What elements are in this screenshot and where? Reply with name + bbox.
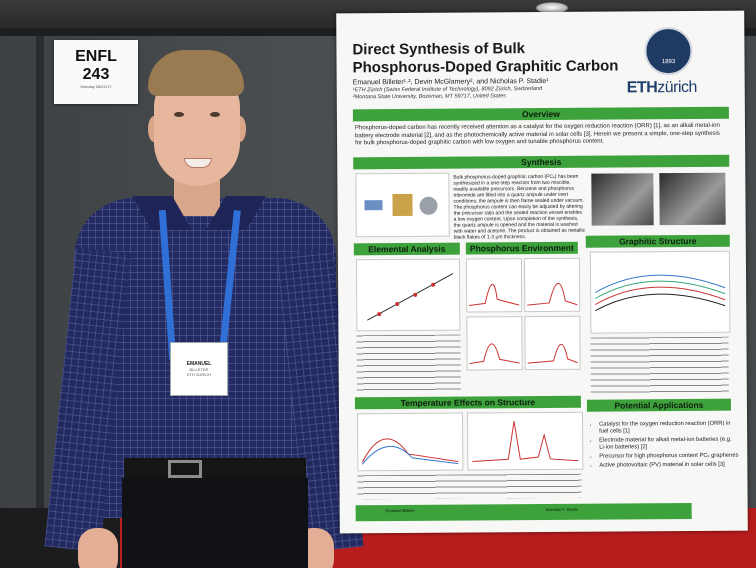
xps-plot-2: [523, 257, 581, 313]
pants: [122, 478, 308, 568]
poster-title: Direct Synthesis of Bulk Phosphorus-Dope…: [352, 40, 619, 77]
applications-list: Catalyst for the oxygen reduction reacti…: [591, 421, 739, 472]
ampule: [364, 200, 383, 211]
section-graphitic: Graphitic Structure: [585, 234, 730, 248]
xps-plot-1: [465, 258, 523, 313]
badge-surname: BILLETER: [189, 367, 209, 372]
data-point: [395, 302, 400, 307]
xps-plot-3-drawing: [469, 343, 520, 365]
logo-zurich: zürich: [657, 78, 697, 97]
application-item: Catalyst for the oxygen reduction reacti…: [599, 421, 739, 436]
temperature-plot-1: [356, 412, 464, 472]
research-poster: Direct Synthesis of Bulk Phosphorus-Dope…: [336, 10, 748, 534]
product-icon: [419, 196, 438, 215]
logo-eth: ETH: [626, 79, 658, 97]
application-item: Active photovoltaic (PV) material in sol…: [599, 462, 739, 470]
furnace: [392, 193, 413, 217]
synthesis-text: Bulk phosphorus-doped graphitic carbon (…: [453, 173, 586, 241]
section-synthesis: Synthesis: [353, 154, 730, 170]
xps-plot-4-drawing: [527, 343, 578, 364]
left-hand: [78, 528, 118, 568]
temperature-text: [357, 473, 582, 500]
data-point: [431, 282, 436, 287]
elemental-plot: [355, 258, 461, 332]
poster-footer: Emanuel Billeter Nicholas P. Stadie: [355, 502, 692, 522]
xrd-curve: [595, 293, 726, 312]
badge-org: ETH ZURICH: [186, 372, 212, 377]
application-item: Electrode material for alkali metal-ion …: [599, 437, 739, 452]
montana-state-seal: 1893: [644, 26, 693, 76]
xrd-curve: [594, 286, 726, 306]
reactor-schematic-drawing: [364, 193, 438, 217]
application-item: Precursor for high phosphorus content PC…: [599, 453, 739, 461]
overview-text: Phosphorus-doped carbon has recently rec…: [354, 122, 720, 147]
xps-peak: [527, 343, 578, 364]
room-sign-line1: ENFL: [75, 48, 117, 65]
elemental-plot-drawing: [367, 273, 454, 321]
temperature-plot-1-drawing: [361, 438, 459, 465]
room-sign-line3: Monday 08/22/17: [80, 84, 112, 89]
elemental-text: [356, 334, 461, 392]
temp-curve: [361, 445, 459, 465]
graphitic-text: [590, 336, 729, 394]
author-list: Emanuel Billeter¹·², Devin McGlamery², a…: [352, 77, 549, 87]
xps-peak: [469, 283, 520, 307]
section-elemental: Elemental Analysis: [353, 242, 460, 256]
affiliation-2: ²Montana State University, Bozeman, MT 5…: [352, 92, 506, 100]
footer-left: Emanuel Billeter: [385, 507, 415, 514]
fit-line: [367, 273, 454, 321]
xrd-plot-drawing: [594, 274, 726, 312]
xrd-curve: [594, 274, 726, 294]
temperature-plot-2-drawing: [472, 421, 579, 462]
right-eye: [210, 112, 220, 117]
sem-image-1: [591, 173, 654, 226]
temperature-plot-2: [466, 411, 584, 471]
belt-buckle: [168, 460, 202, 478]
xps-peak: [527, 282, 578, 306]
xps-plot-3: [466, 316, 523, 371]
booth-frame-post: [36, 36, 44, 516]
presenter-person: EMANUEL BILLETER ETH ZURICH: [44, 50, 364, 568]
name-badge: EMANUEL BILLETER ETH ZURICH: [170, 342, 228, 396]
section-phosphorus: Phosphorus Environment: [465, 241, 578, 255]
data-point: [413, 292, 418, 297]
seal-year: 1893: [661, 59, 676, 66]
sem-image-2: [659, 172, 726, 226]
footer-right: Nicholas P. Stadie: [545, 506, 578, 512]
xps-plot-2-drawing: [527, 282, 578, 306]
room-sign: ENFL 243 Monday 08/22/17: [54, 40, 138, 104]
xps-plot-4: [524, 315, 581, 371]
left-eye: [174, 112, 184, 117]
hair: [148, 50, 244, 96]
room-sign-line2: 243: [82, 66, 110, 83]
temp-curve: [472, 421, 579, 462]
data-point: [377, 312, 382, 317]
poster-authors: Emanuel Billeter¹·², Devin McGlamery², a…: [353, 77, 633, 100]
eth-zurich-logo: ETHzürich: [627, 79, 697, 97]
xrd-plot: [589, 250, 731, 334]
belt: [124, 458, 306, 480]
section-overview: Overview: [352, 106, 729, 122]
xps-plot-1-drawing: [469, 283, 520, 307]
badge-name: EMANUEL: [186, 361, 212, 367]
reactor-schematic: [355, 172, 450, 238]
section-temperature: Temperature Effects on Structure: [354, 395, 581, 410]
xps-peak: [469, 343, 520, 365]
xrd-curve: [594, 280, 726, 300]
section-applications: Potential Applications: [586, 398, 731, 412]
